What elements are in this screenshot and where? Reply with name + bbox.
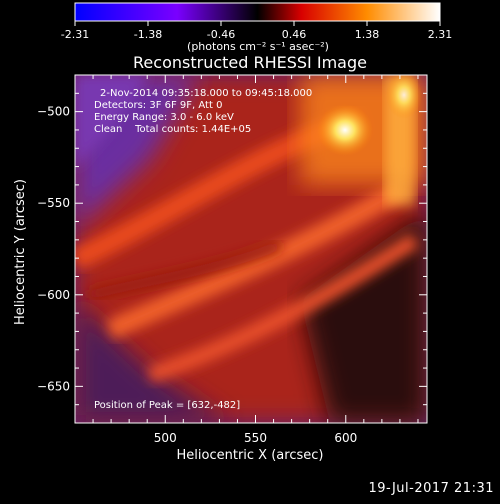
colorbar-tick-label: 0.46 xyxy=(282,28,307,41)
colorbar-tick-label: 2.31 xyxy=(428,28,453,41)
colorbar-svg: -2.31 -1.38 -0.46 0.46 1.38 2.31 (photons cm⁻… xyxy=(61,2,452,53)
annotation-method: Clean Total counts: 1.44E+05 xyxy=(94,124,251,135)
y-tick-label: −650 xyxy=(37,379,70,393)
colorbar-ticks: -2.31 -1.38 -0.46 0.46 1.38 2.31 xyxy=(61,21,452,41)
annotation-time-range: 2-Nov-2014 09:35:18.000 to 09:45:18.000 xyxy=(100,88,312,99)
y-axis-label: Heliocentric Y (arcsec) xyxy=(13,179,28,325)
annotation-energy: Energy Range: 3.0 - 6.0 keV xyxy=(94,112,234,123)
x-axis-ticks: 500 550 600 xyxy=(74,75,419,445)
colorbar-unit-label: (photons cm⁻² s⁻¹ asec⁻²) xyxy=(187,40,329,53)
plot-frame xyxy=(74,74,428,424)
footer-date: 19-Jul-2017 21:31 xyxy=(368,481,494,496)
x-axis-label: Heliocentric X (arcsec) xyxy=(177,448,324,463)
y-tick-label: −600 xyxy=(37,288,70,302)
x-tick-label: 500 xyxy=(154,431,177,445)
peak-emission xyxy=(317,104,373,156)
y-tick-label: −550 xyxy=(37,196,70,210)
colorbar: -2.31 -1.38 -0.46 0.46 1.38 2.31 (photons cm⁻… xyxy=(0,0,500,60)
annotation-peak: Position of Peak = [632,-482] xyxy=(94,400,240,411)
annotation-block: 2-Nov-2014 09:35:18.000 to 09:45:18.000 … xyxy=(94,88,312,411)
x-tick-label: 600 xyxy=(334,431,357,445)
y-tick-label: −500 xyxy=(37,105,70,119)
x-tick-label: 550 xyxy=(244,431,267,445)
chart-title: Reconstructed RHESSI Image xyxy=(133,53,367,72)
colorbar-gradient xyxy=(74,2,441,22)
colorbar-tick-label: -2.31 xyxy=(61,28,89,41)
colorbar-tick-label: -0.46 xyxy=(207,28,235,41)
y-axis-ticks: −500 −550 −600 −650 xyxy=(37,74,427,424)
annotation-detectors: Detectors: 3F 6F 9F, Att 0 xyxy=(94,100,222,111)
colorbar-tick-label: -1.38 xyxy=(134,28,162,41)
colorbar-tick-label: 1.38 xyxy=(355,28,380,41)
heatmap-image xyxy=(75,75,427,423)
